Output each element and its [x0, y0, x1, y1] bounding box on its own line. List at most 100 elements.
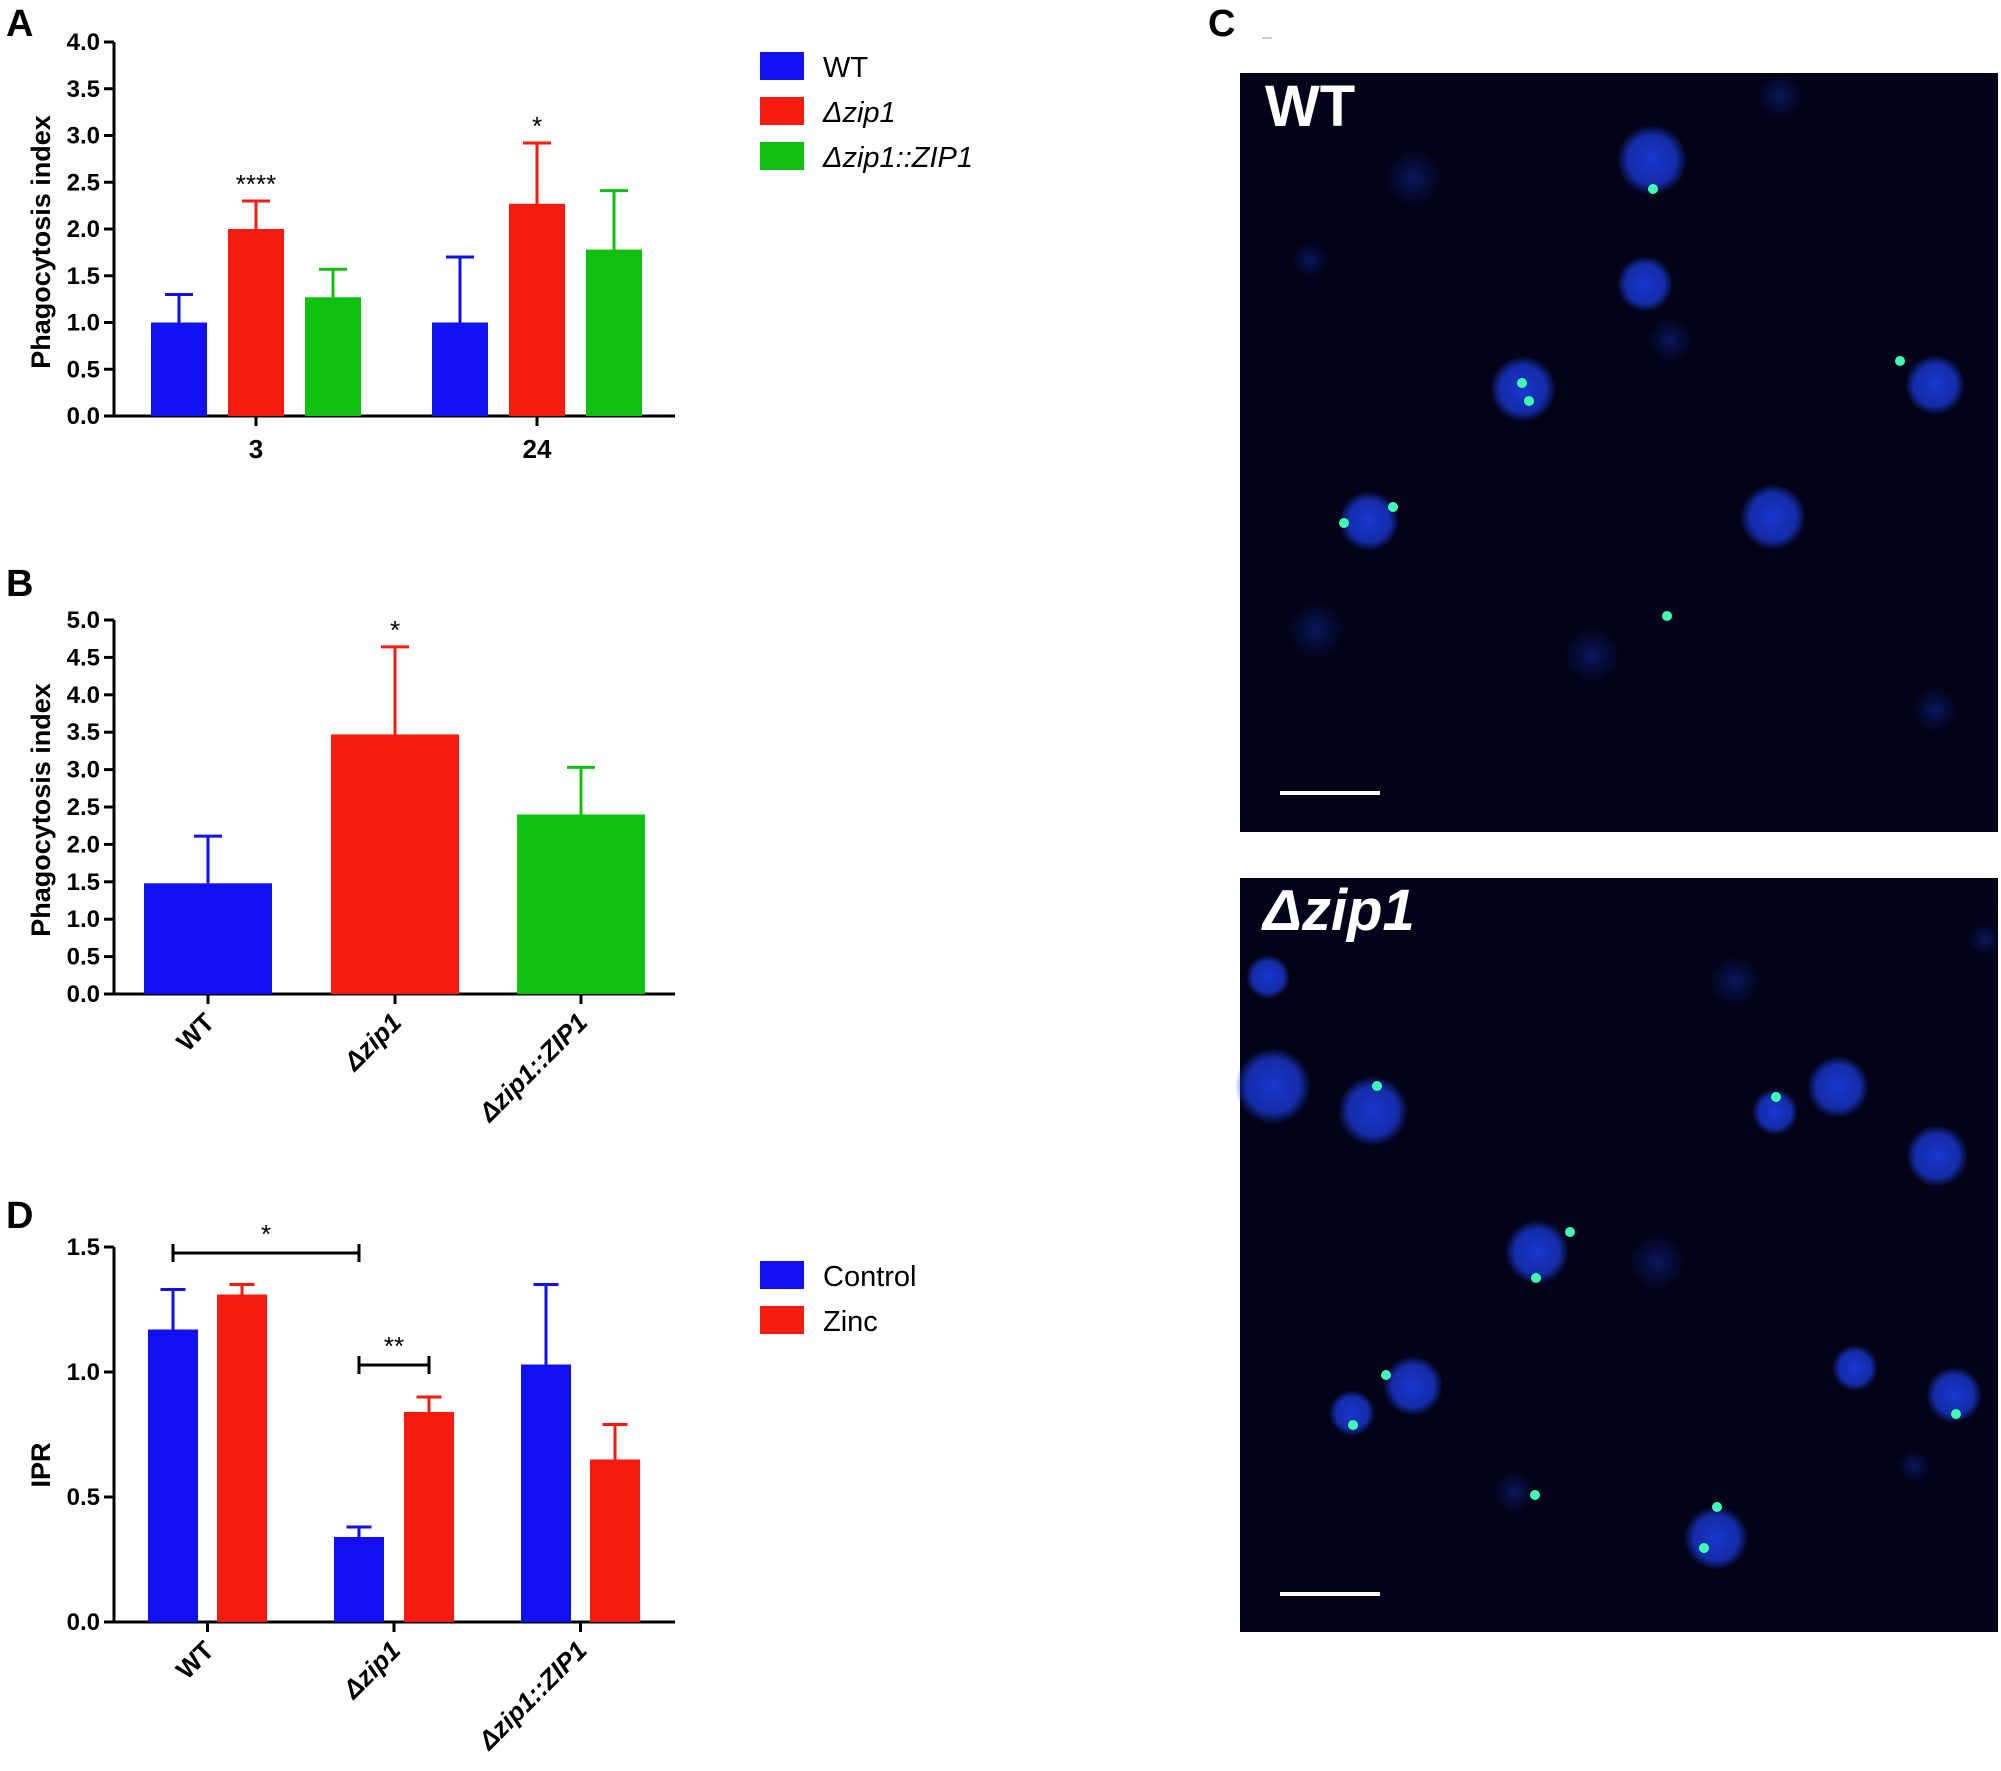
bar-1-1: [404, 1412, 454, 1622]
significance-label: *: [261, 1219, 271, 1249]
cell: [1648, 318, 1692, 362]
panel-letter-b: B: [6, 563, 33, 605]
cell: [1710, 956, 1760, 1006]
bar-1: [331, 734, 459, 994]
panel-a-legend: WT Δzip1 Δzip1::ZIP1: [760, 52, 973, 174]
x-tick-label: Δzip1: [336, 1635, 406, 1705]
cell: [1246, 955, 1290, 999]
cell: [1288, 602, 1344, 658]
cell: [1385, 150, 1441, 206]
panel-d-y-axis-label: IPR: [26, 1442, 56, 1487]
y-tick-label: 0.5: [67, 1484, 100, 1511]
y-tick-label: 2.0: [67, 216, 100, 243]
scale-bar-wt: [1280, 791, 1380, 795]
cell: [1505, 1220, 1569, 1284]
panel-c: C WT Δzip1: [1208, 3, 2001, 1632]
phagocytosed-dot: [1517, 378, 1527, 388]
phagocytosed-dot: [1771, 1092, 1781, 1102]
panel-d-legend: Control Zinc: [760, 1261, 917, 1338]
bar-0-0: [148, 1329, 198, 1622]
cell: [1684, 1506, 1748, 1570]
cell: [1807, 1056, 1869, 1118]
significance-label: *: [532, 111, 542, 141]
phagocytosed-dot: [1530, 1490, 1540, 1500]
panel-letter-c: C: [1208, 3, 1235, 45]
y-tick-label: 3.0: [67, 123, 100, 150]
bar-0-1: [228, 229, 284, 416]
panel-a-y-axis-label: Phagocytosis index: [26, 115, 56, 369]
panel-d: D IPR 0.00.51.01.5WT Δzip1 Δzip1::ZIP1*** …: [6, 1195, 917, 1756]
y-tick-label: 4.5: [67, 644, 100, 671]
cell: [1629, 1234, 1685, 1290]
cell: [1329, 1390, 1375, 1436]
panel-letter-a: A: [6, 3, 33, 45]
x-tick-label: Δzip1: [337, 1007, 407, 1077]
y-tick-label: 0.0: [67, 403, 100, 430]
legend-label-wt: WT: [823, 52, 868, 84]
y-tick-label: 4.0: [67, 29, 100, 56]
legend-label-control: Control: [823, 1261, 917, 1293]
cell: [1740, 484, 1806, 550]
phagocytosed-dot: [1565, 1227, 1575, 1237]
y-tick-label: 5.0: [67, 607, 100, 634]
micrograph-dzip1-image: [1240, 878, 1998, 1632]
legend-label-dzip1: Δzip1: [822, 97, 896, 129]
cell: [1905, 355, 1965, 415]
phagocytosed-dot: [1388, 502, 1398, 512]
phagocytosed-dot: [1951, 1409, 1961, 1419]
phagocytosed-dot: [1895, 356, 1905, 366]
cell: [1898, 1450, 1930, 1482]
cell: [1383, 1356, 1443, 1416]
phagocytosed-dot: [1712, 1502, 1722, 1512]
y-tick-label: 0.0: [67, 1609, 100, 1636]
panel-c-dash: [1262, 37, 1272, 39]
panel-a-y-axis-title: Phagocytosis index: [26, 115, 56, 369]
x-tick-label: 24: [523, 434, 552, 464]
phagocytosed-dot: [1339, 518, 1349, 528]
x-tick-label: Δzip1::ZIP1: [472, 1635, 593, 1756]
phagocytosed-dot: [1699, 1543, 1709, 1553]
micrograph-wt-label: WT: [1265, 74, 1355, 139]
cell: [1832, 1345, 1878, 1391]
y-tick-label: 2.0: [67, 831, 100, 858]
cell: [1494, 1472, 1534, 1512]
cell: [1906, 1125, 1968, 1187]
bar-0-2: [305, 297, 361, 416]
significance-label: *: [390, 615, 400, 645]
bar-2-0: [521, 1364, 571, 1622]
phagocytosed-dot: [1372, 1081, 1382, 1091]
cell: [1913, 688, 1957, 732]
y-tick-label: 1.5: [67, 263, 100, 290]
significance-label: **: [384, 1331, 404, 1361]
legend-swatch-control: [760, 1261, 804, 1289]
cell: [1926, 1367, 1982, 1423]
legend-swatch-zinc: [760, 1306, 804, 1334]
phagocytosed-dot: [1348, 1420, 1358, 1430]
panel-b-plot-area: 0.0 0.5 1.0 1.5 2.0 2.5 3.0 3.5 4.0 4.5 5.0 WT Δzip1…: [67, 607, 675, 1128]
y-tick-label: 3.5: [67, 719, 100, 746]
y-tick-label: 0.0: [67, 981, 100, 1008]
panel-d-plot-area: 0.00.51.01.5WT Δzip1 Δzip1::ZIP1***: [67, 1219, 675, 1756]
y-tick-label: 0.5: [67, 356, 100, 383]
micrograph-dzip1-cells: [1235, 923, 2001, 1570]
y-tick-label: 1.0: [67, 310, 100, 337]
panel-letter-d: D: [6, 1195, 33, 1237]
phagocytosed-dot: [1648, 184, 1658, 194]
x-tick-label: WT: [170, 1007, 220, 1057]
y-tick-label: 4.0: [67, 682, 100, 709]
bar-0-0: [151, 322, 207, 416]
bar-0: [144, 883, 272, 994]
bar-0-1: [217, 1294, 267, 1622]
cell: [1969, 923, 2001, 955]
legend-swatch-wt: [760, 52, 804, 80]
cell: [1617, 125, 1687, 195]
phagocytosed-dot: [1381, 1370, 1391, 1380]
cell: [1617, 256, 1673, 312]
cell: [1752, 1089, 1798, 1135]
panel-a-plot-area: 0.00.51.01.52.02.53.03.54.03 24*****: [67, 29, 675, 464]
cell: [1338, 1076, 1408, 1146]
panel-b: B Phagocytosis index 0.0 0.5 1.0 1.5 2.0 2.5 3…: [6, 563, 675, 1128]
y-tick-label: 2.5: [67, 794, 100, 821]
x-tick-label: Δzip1::ZIP1: [472, 1007, 593, 1128]
